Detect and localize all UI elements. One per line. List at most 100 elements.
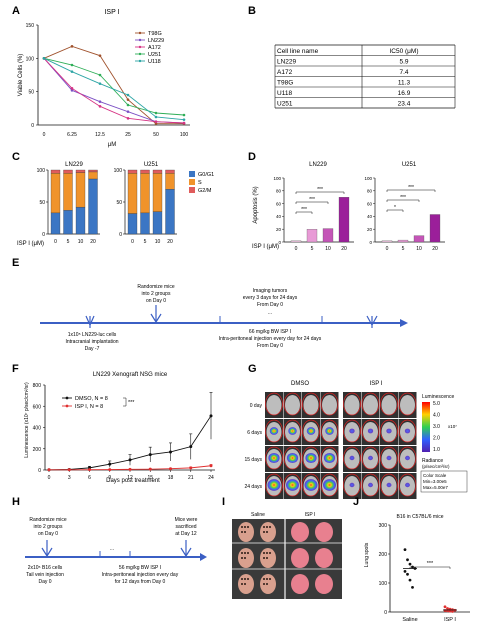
e-cells-2: Intracranial implantation bbox=[65, 339, 118, 345]
colorbar-tick-label: 2.0 bbox=[433, 436, 440, 442]
a-legend-label: U118 bbox=[148, 59, 161, 65]
h-cells-1: 2x10⁵ B16 cells bbox=[28, 565, 63, 571]
g-luminescence-signal bbox=[349, 428, 355, 434]
g-row-label: 24 days bbox=[244, 484, 262, 490]
radiance-label: Radiance bbox=[422, 458, 443, 464]
a-data-point bbox=[42, 57, 46, 60]
g-luminescence-signal bbox=[405, 482, 410, 488]
g-luminescence-signal bbox=[267, 479, 281, 491]
f-data-point bbox=[148, 467, 152, 471]
i-metastatic-spot bbox=[266, 557, 268, 559]
d-subplot-title: LN229 bbox=[309, 162, 327, 168]
d-bar bbox=[290, 240, 302, 243]
j-sig-bracket bbox=[409, 566, 451, 569]
h-sacrificed-1: Mice were bbox=[175, 517, 198, 523]
d-bar bbox=[306, 229, 318, 243]
panel-a-label: A bbox=[12, 5, 20, 17]
d-ytick-label: 0 bbox=[278, 240, 281, 245]
colorbar-tick-label: 3.0 bbox=[433, 424, 440, 430]
g-luminescence-signal bbox=[305, 452, 317, 464]
g-luminescence-signal bbox=[304, 479, 318, 491]
a-data-point bbox=[126, 110, 130, 113]
g-mouse-head bbox=[344, 395, 360, 415]
table-header-cell: Cell line name bbox=[277, 48, 319, 55]
f-sig-label: *** bbox=[128, 400, 135, 406]
panel-f: F LN229 Xenograft NSG mice Luminescence … bbox=[12, 363, 215, 484]
g-roi-circle bbox=[320, 473, 339, 497]
g-roi-circle bbox=[302, 419, 320, 443]
panel-a: A ISP I Viable Cells (%) μM 0 50 100 150 0 6.… bbox=[12, 5, 190, 148]
a-data-point bbox=[126, 93, 130, 97]
f-xtick-label: 18 bbox=[168, 475, 174, 481]
e-injection-3: From Day 0 bbox=[257, 343, 283, 349]
panel-j-ylabel: Lung spots bbox=[364, 542, 370, 567]
g-roi-circle bbox=[343, 419, 361, 443]
a-legend-label: U251 bbox=[148, 52, 161, 58]
i-metastatic-spot bbox=[241, 583, 243, 585]
d-ytick-label: 80 bbox=[367, 189, 373, 194]
c-xtick-label: 0 bbox=[54, 239, 57, 245]
c-bar-segment bbox=[140, 212, 150, 235]
f-data-point bbox=[148, 453, 152, 457]
panel-a-title: ISP I bbox=[104, 9, 119, 16]
panel-b-label: B bbox=[248, 5, 256, 17]
d-sig-label: * bbox=[394, 205, 396, 211]
i-metastatic-spot bbox=[241, 557, 243, 559]
i-metastatic-spot bbox=[244, 552, 246, 554]
j-data-point bbox=[408, 578, 412, 582]
a-legend-label: T98G bbox=[148, 31, 162, 37]
f-ytick-label: 0 bbox=[38, 468, 41, 474]
g-mouse-head bbox=[400, 395, 415, 415]
a-data-point bbox=[70, 89, 74, 92]
g-roi-circle bbox=[398, 446, 417, 470]
c-ytick-label: 0 bbox=[119, 232, 122, 238]
c-bar-segment bbox=[88, 171, 98, 180]
a-xtick-label: 100 bbox=[180, 132, 189, 138]
i-metastatic-spot bbox=[247, 526, 249, 528]
c-ytick-label: 50 bbox=[116, 200, 122, 206]
c-ytick-label: 50 bbox=[39, 200, 45, 206]
radiance-unit: (p/sec/cm²/sr) bbox=[422, 464, 450, 469]
h-sacrificed-3: at Day 12 bbox=[175, 531, 197, 537]
d-xtick-label: 5 bbox=[402, 246, 405, 252]
color-scale-max: Max=5.00e7 bbox=[423, 485, 448, 490]
colorbar-title: Luminescence bbox=[422, 394, 454, 400]
e-injection-1: 66 mg/kg BW ISP I bbox=[249, 329, 291, 335]
i-metastatic-spot bbox=[247, 552, 249, 554]
c-bar-segment bbox=[152, 211, 163, 235]
i-metastatic-spot bbox=[263, 531, 265, 533]
g-luminescence-signal bbox=[269, 427, 279, 435]
c-bar-segment bbox=[152, 169, 163, 174]
g-roi-circle bbox=[283, 446, 302, 470]
c-xtick-label: 20 bbox=[90, 239, 96, 245]
colorbar-bar bbox=[422, 402, 430, 452]
j-xtick-label: Saline bbox=[402, 617, 417, 623]
d-ytick-label: 40 bbox=[367, 214, 373, 219]
d-ytick-label: 60 bbox=[367, 201, 373, 206]
g-roi-circle bbox=[361, 392, 380, 416]
a-ytick-label: 100 bbox=[26, 56, 35, 62]
colorbar-tick-label: 1.0 bbox=[433, 447, 440, 453]
i-metastatic-spot bbox=[241, 531, 243, 533]
g-row-label: 6 days bbox=[247, 430, 262, 436]
i-metastatic-spot bbox=[269, 552, 271, 554]
table-cell: A172 bbox=[277, 69, 293, 76]
h-cells-2: Tail vein injection bbox=[26, 572, 64, 578]
panel-g: G DMSO ISP I 0 day 6 days 15 days 24 days L… bbox=[244, 363, 468, 499]
d-sig-label: *** bbox=[309, 197, 315, 203]
table-cell: 7.4 bbox=[399, 69, 408, 76]
g-roi-circle bbox=[283, 392, 302, 416]
table-cell: 5.9 bbox=[399, 59, 408, 66]
c-xtick-label: 10 bbox=[155, 239, 161, 245]
c-xtick-label: 20 bbox=[167, 239, 173, 245]
f-ytick-label: 200 bbox=[33, 447, 42, 453]
g-luminescence-signal bbox=[349, 482, 355, 488]
d-xtick-label: 0 bbox=[386, 246, 389, 252]
a-ytick-label: 150 bbox=[26, 23, 35, 29]
f-data-point bbox=[209, 414, 213, 418]
panel-j-chart: 0 100 200 300 Saline ISP I *** bbox=[379, 523, 470, 623]
f-ytick-label: 600 bbox=[33, 404, 42, 410]
g-luminescence-signal bbox=[323, 479, 336, 491]
a-data-point bbox=[98, 105, 102, 108]
timeline-e-arrowhead bbox=[400, 319, 408, 327]
